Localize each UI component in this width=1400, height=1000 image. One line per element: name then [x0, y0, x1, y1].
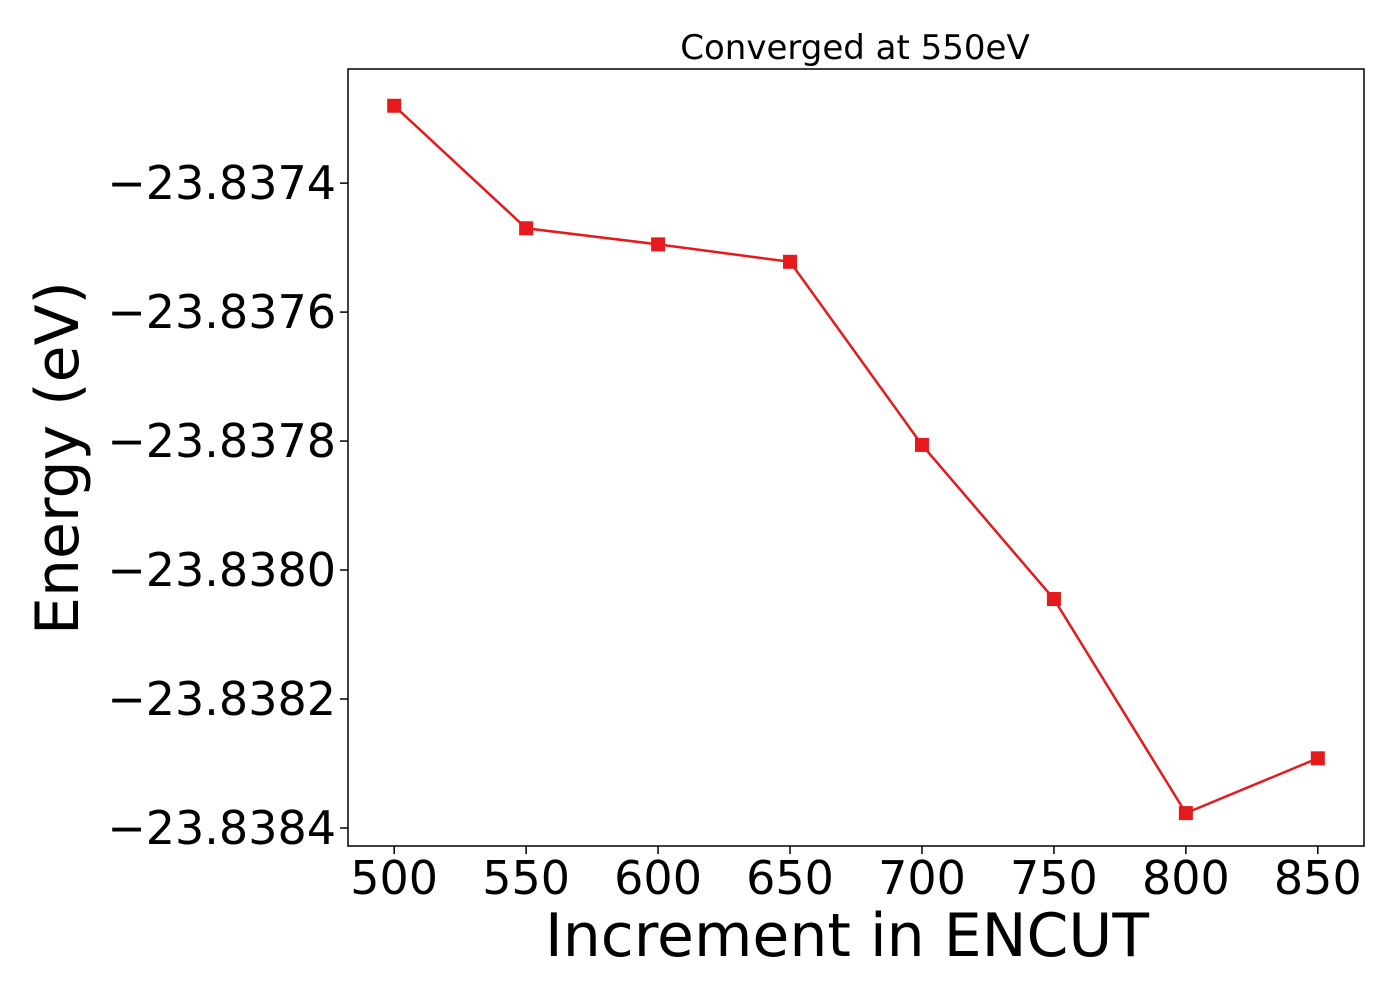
y-tick-label: −23.8376: [107, 285, 336, 339]
y-axis: −23.8374 −23.8376 −23.8378 −23.8380 −23.8382…: [107, 156, 348, 855]
x-tick-label: 500: [350, 851, 438, 905]
y-axis-label: Energy (eV): [23, 281, 93, 635]
x-tick-label: 750: [1010, 851, 1098, 905]
plot-area: [347, 68, 1365, 847]
x-tick-label: 700: [878, 851, 966, 905]
data-point: [1310, 751, 1325, 766]
x-tick-label: 650: [746, 851, 834, 905]
x-tick-label: 850: [1274, 851, 1362, 905]
chart-title: Converged at 550eV: [680, 28, 1029, 68]
x-tick-label: 800: [1142, 851, 1230, 905]
data-point: [783, 254, 798, 269]
data-point: [651, 237, 666, 252]
x-axis-label: Increment in ENCUT: [545, 901, 1149, 971]
series-line: [393, 104, 1319, 815]
x-axis: 500 550 600 650 700 750 800 850: [350, 846, 1362, 905]
y-tick-label: −23.8384: [107, 801, 336, 855]
data-point: [519, 221, 534, 236]
y-tick-label: −23.8378: [107, 414, 336, 468]
series-group: [387, 98, 1325, 821]
data-point: [914, 437, 929, 452]
y-tick-label: −23.8382: [107, 672, 336, 726]
data-point: [387, 98, 402, 113]
y-tick-label: −23.8374: [107, 156, 336, 210]
y-tick-label: −23.8380: [107, 543, 336, 597]
x-tick-label: 550: [482, 851, 570, 905]
x-tick-label: 600: [614, 851, 702, 905]
data-point: [1178, 806, 1193, 821]
data-point: [1046, 592, 1061, 607]
